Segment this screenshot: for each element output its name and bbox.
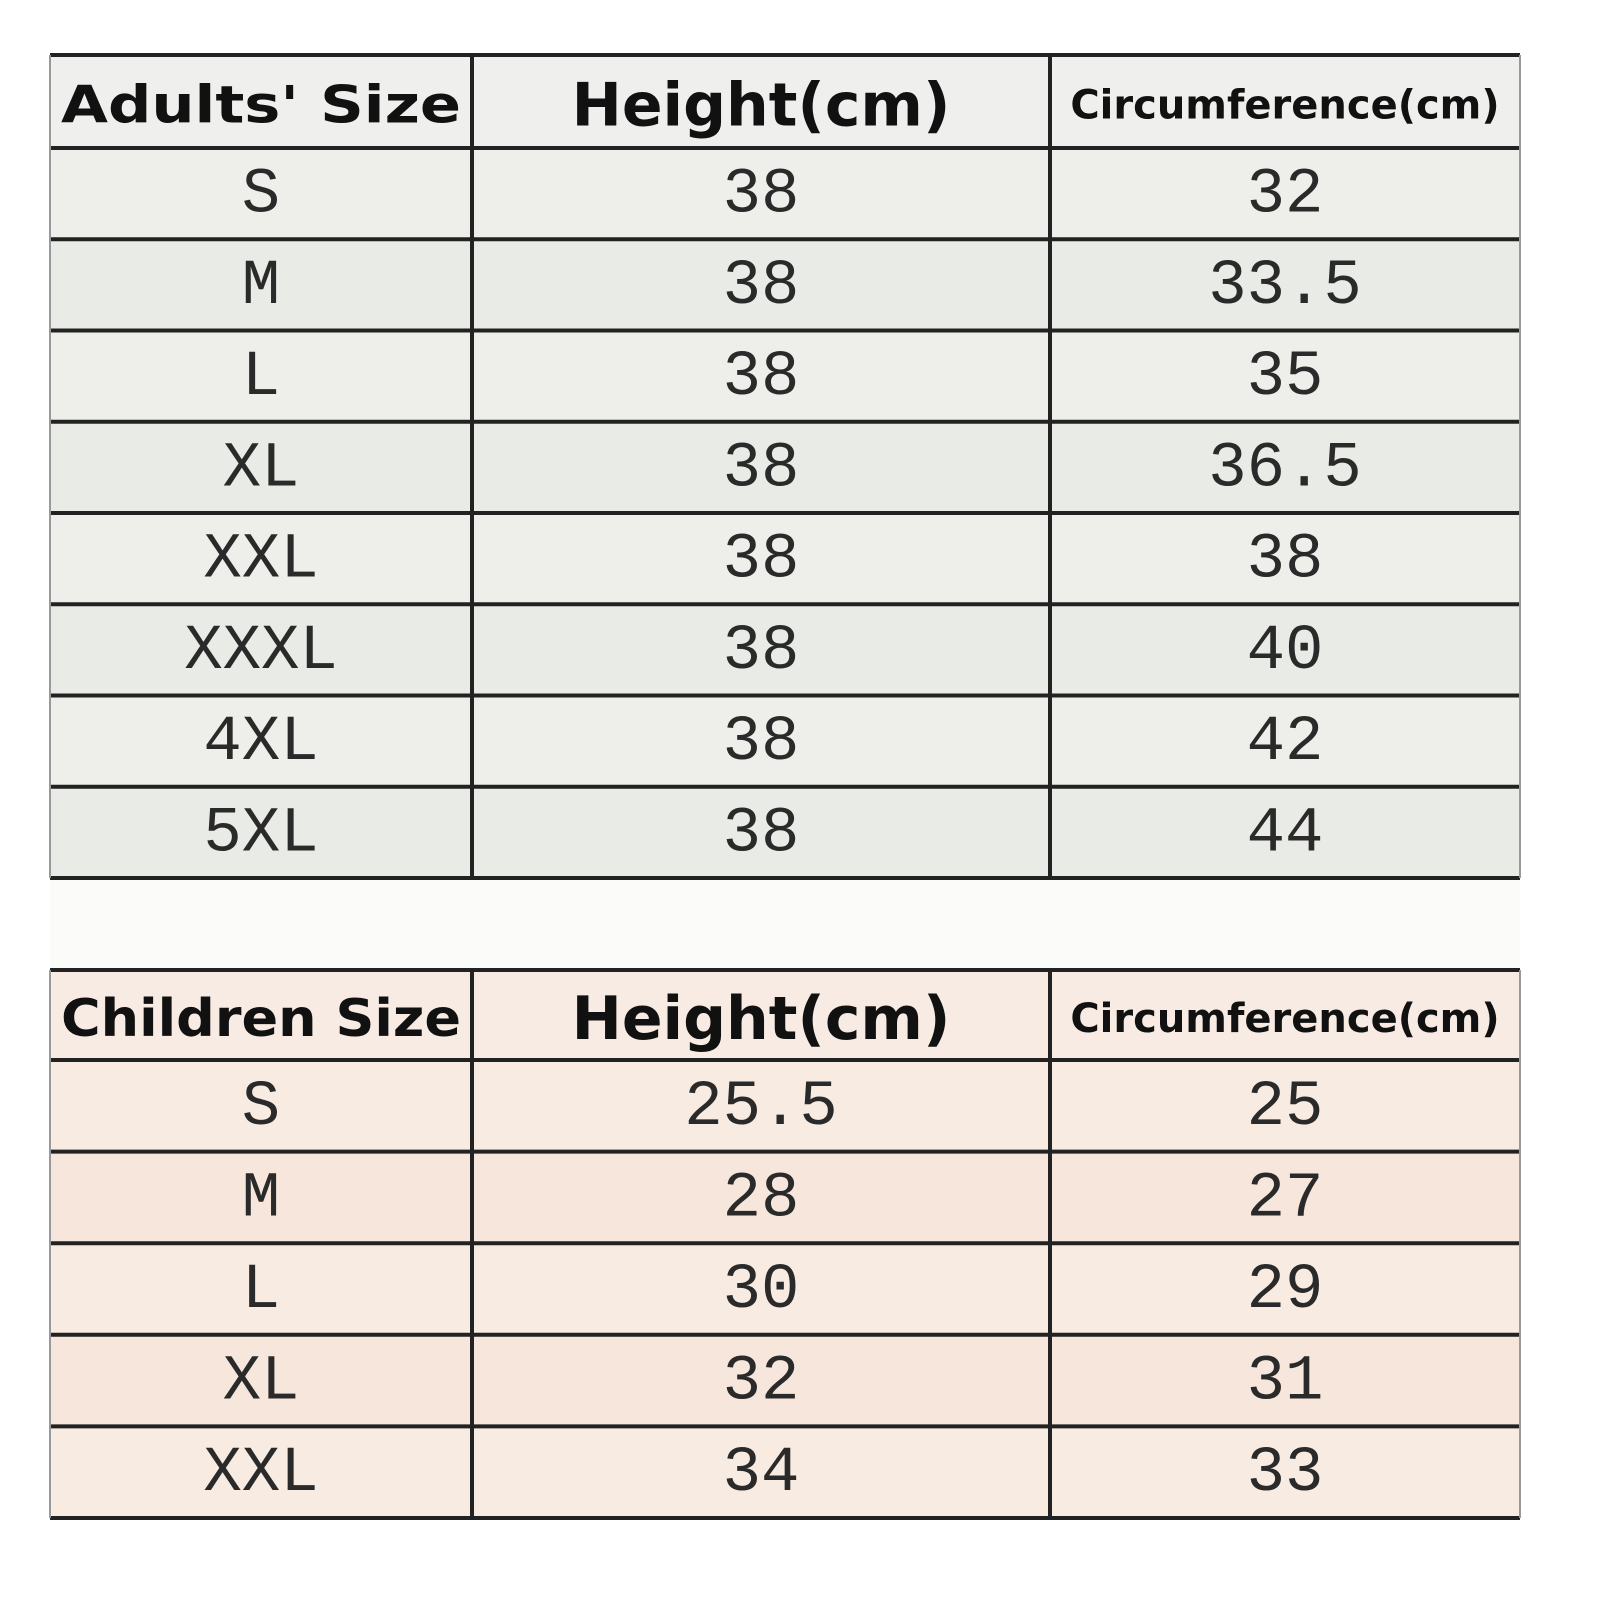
table-cell: 44 <box>1247 798 1324 870</box>
column-header: Adults' Size <box>61 76 461 136</box>
row-background <box>50 1334 1520 1427</box>
table-cell: 38 <box>1247 525 1324 597</box>
table-cell: XXL <box>203 1438 318 1510</box>
table-cell: S <box>242 160 280 232</box>
table-cell: 40 <box>1247 616 1324 688</box>
header-background <box>50 55 1520 148</box>
table-cell: 34 <box>723 1438 800 1510</box>
table-cell: 29 <box>1247 1255 1324 1327</box>
table-cell: 42 <box>1247 707 1324 779</box>
table-cell: 25.5 <box>684 1072 838 1144</box>
spacer <box>50 878 1520 970</box>
table-cell: XL <box>223 1347 300 1419</box>
row-background <box>50 604 1520 696</box>
column-header: Circumference(cm) <box>1070 83 1499 129</box>
column-header: Height(cm) <box>572 984 951 1054</box>
row-background <box>50 239 1520 331</box>
row-background <box>50 330 1520 422</box>
table-cell: 38 <box>723 251 800 323</box>
table-cell: M <box>242 251 280 323</box>
table-cell: 25 <box>1247 1072 1324 1144</box>
column-header: Height(cm) <box>572 71 951 141</box>
table-cell: 5XL <box>203 798 318 870</box>
table-cell: 32 <box>723 1347 800 1419</box>
table-cell: XL <box>223 433 300 505</box>
row-background <box>50 1151 1520 1244</box>
row-background <box>50 1243 1520 1335</box>
table-cell: 33 <box>1247 1438 1324 1510</box>
row-background <box>50 1060 1520 1152</box>
row-background <box>50 1426 1520 1518</box>
table-cell: 4XL <box>203 707 318 779</box>
table-cell: 32 <box>1247 160 1324 232</box>
table-cell: M <box>242 1163 280 1235</box>
table-cell: 38 <box>723 616 800 688</box>
table-cell: 38 <box>723 798 800 870</box>
row-background <box>50 695 1520 787</box>
table-cell: 38 <box>723 342 800 414</box>
table-cell: XXXL <box>184 616 338 688</box>
table-cell: 28 <box>723 1163 800 1235</box>
table-cell: 38 <box>723 525 800 597</box>
table-cell: 38 <box>723 160 800 232</box>
table-cell: 30 <box>723 1255 800 1327</box>
column-header: Children Size <box>61 989 461 1049</box>
table-cell: 38 <box>723 433 800 505</box>
header-background <box>50 970 1520 1060</box>
table-cell: 31 <box>1247 1347 1324 1419</box>
table-cell: 35 <box>1247 342 1324 414</box>
table-cell: L <box>242 342 280 414</box>
row-background <box>50 513 1520 605</box>
table-cell: S <box>242 1072 280 1144</box>
column-header: Circumference(cm) <box>1070 996 1499 1042</box>
table-cell: XXL <box>203 525 318 597</box>
row-background <box>50 421 1520 513</box>
row-background <box>50 148 1520 240</box>
table-cell: 33.5 <box>1208 251 1362 323</box>
row-background <box>50 786 1520 878</box>
table-cell: 36.5 <box>1208 433 1362 505</box>
table-cell: 27 <box>1247 1163 1324 1235</box>
table-cell: L <box>242 1255 280 1327</box>
table-cell: 38 <box>723 707 800 779</box>
